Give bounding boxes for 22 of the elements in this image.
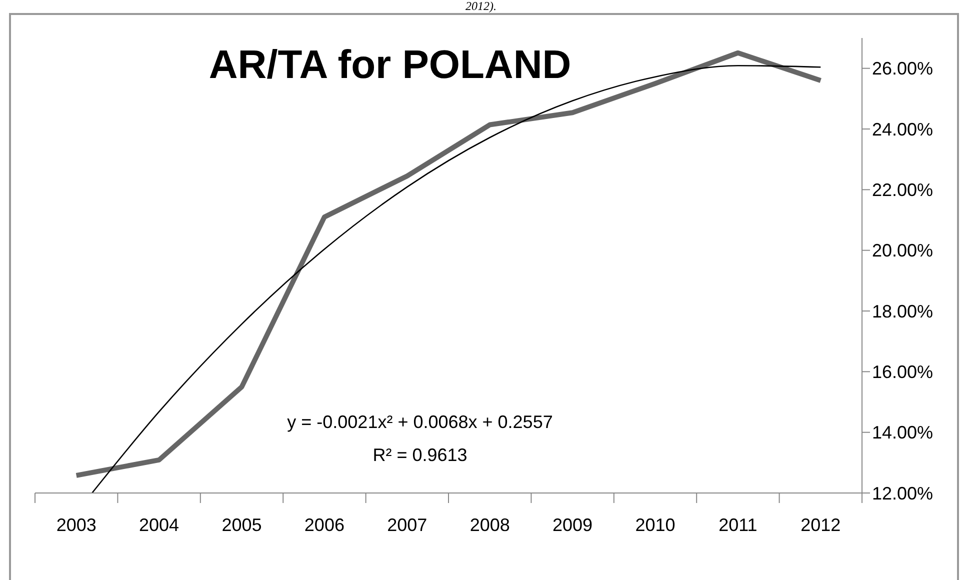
x-tick-label: 2006 <box>304 515 344 535</box>
y-tick-label: 12.00% <box>872 483 934 504</box>
x-tick-label: 2008 <box>470 515 510 535</box>
annotation: R² = 0.9613 <box>372 445 468 466</box>
x-tick-label: 2010 <box>635 515 676 535</box>
x-tick-label: 2012 <box>800 515 841 535</box>
y-tick-label: 22.00% <box>872 180 934 200</box>
text: 2012). <box>464 0 498 13</box>
x-tick-label: 2003 <box>56 515 96 535</box>
x-tick-label: 2005 <box>222 515 262 535</box>
y-tick-label: 26.00% <box>872 58 934 79</box>
x-tick-label: 2007 <box>387 515 428 535</box>
y-tick-label: 18.00% <box>872 301 934 322</box>
annotation: y = -0.0021x² + 0.0068x + 0.2557 <box>286 412 554 433</box>
y-tick-label: 20.00% <box>872 240 934 261</box>
x-tick-label: 2004 <box>139 515 180 535</box>
y-tick-label: 24.00% <box>872 119 934 140</box>
x-tick-label: 2009 <box>552 515 593 535</box>
y-tick-label: 14.00% <box>872 422 934 443</box>
chart-title: AR/TA for POLAND <box>208 42 572 89</box>
x-tick-label: 2011 <box>718 515 758 535</box>
y-tick-label: 16.00% <box>872 362 934 382</box>
